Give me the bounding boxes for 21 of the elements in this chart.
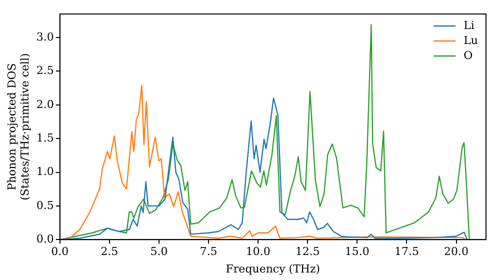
y-tick-label: 1.5 — [36, 131, 54, 144]
x-tick-label: 5.0 — [150, 245, 168, 258]
y-tick-label: 2.5 — [36, 64, 54, 78]
y-tick-label: 0.0 — [36, 232, 54, 246]
legend-label: Lu — [464, 34, 478, 47]
y-axis-title: Phonon projected DOS (States/THz·primitive cell) — [5, 53, 32, 200]
y-tick-label: 3.0 — [36, 30, 54, 44]
x-tick-label: 0.0 — [51, 245, 69, 258]
x-tick-label: 10.0 — [246, 245, 270, 258]
x-tick-label: 7.5 — [200, 245, 218, 258]
x-tick-label: 12.5 — [295, 245, 320, 258]
legend-label: O — [464, 48, 473, 62]
y-tick-label: 0.5 — [36, 198, 54, 212]
x-tick-label: 15.0 — [344, 245, 370, 258]
x-tick-label: 17.5 — [394, 245, 419, 258]
x-tick-label: 20.0 — [444, 245, 469, 258]
x-axis-title: Frequency (THz) — [226, 262, 320, 276]
y-tick-label: 2.0 — [36, 98, 54, 111]
legend-label: Li — [464, 18, 475, 32]
x-tick-label: 2.5 — [100, 245, 118, 258]
y-tick-label: 1.0 — [36, 165, 54, 178]
